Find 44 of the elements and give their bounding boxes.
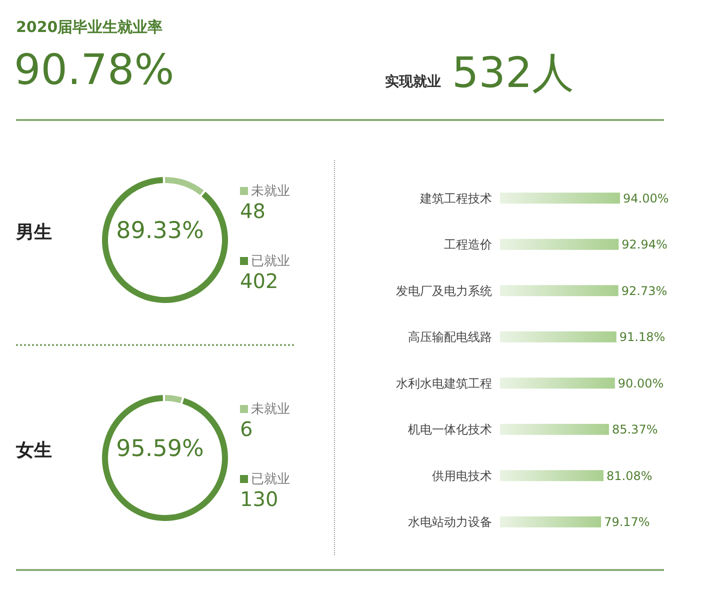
legend-label: 未就业 bbox=[251, 183, 290, 200]
y-tick-label: 机电一体化技术 bbox=[408, 422, 492, 437]
text: 532人 bbox=[452, 47, 574, 99]
text: 95.59% bbox=[115, 436, 205, 462]
bar bbox=[500, 331, 616, 342]
legend-label: 已就业 bbox=[251, 253, 290, 270]
bar bbox=[500, 470, 604, 482]
data-label: 92.73% bbox=[621, 284, 668, 298]
bar bbox=[500, 285, 618, 296]
data-label: 402 bbox=[240, 269, 280, 293]
data-label: 91.18% bbox=[619, 330, 666, 344]
data-label: 79.17% bbox=[604, 515, 650, 530]
y-tick-label: 高压输配电线路 bbox=[408, 330, 492, 344]
y-tick-label: 水电站动力设备 bbox=[408, 515, 492, 530]
bar bbox=[500, 424, 609, 435]
text: 女生 bbox=[16, 439, 52, 462]
data-label: 6 bbox=[240, 417, 254, 441]
text: 实现就业 bbox=[385, 73, 441, 91]
donut-slice bbox=[102, 177, 228, 303]
legend-label: 已就业 bbox=[251, 471, 290, 488]
donut-slice bbox=[102, 395, 228, 521]
data-label: 81.08% bbox=[606, 468, 652, 483]
donut-slice bbox=[165, 395, 182, 404]
y-tick-label: 建筑工程技术 bbox=[419, 191, 492, 206]
y-tick-label: 发电厂及电力系统 bbox=[396, 284, 492, 298]
bar bbox=[500, 192, 620, 204]
y-tick-label: 工程造价 bbox=[444, 238, 492, 252]
y-tick-label: 水利水电建筑工程 bbox=[396, 376, 492, 390]
text: 2020届毕业生就业率 bbox=[16, 18, 163, 37]
text: 89.33% bbox=[115, 218, 205, 244]
data-label: 90.00% bbox=[618, 376, 664, 390]
text: 男生 bbox=[16, 221, 52, 244]
bar bbox=[500, 378, 615, 389]
data-label: 48 bbox=[240, 199, 266, 223]
bar bbox=[500, 516, 602, 528]
data-label: 85.37% bbox=[612, 422, 658, 437]
data-label: 130 bbox=[240, 487, 280, 511]
legend-label: 未就业 bbox=[251, 401, 290, 418]
data-label: 92.94% bbox=[622, 238, 668, 252]
y-tick-label: 供用电技术 bbox=[432, 468, 492, 483]
text: 90.78% bbox=[14, 45, 174, 94]
donut-slice bbox=[165, 177, 204, 196]
bar bbox=[500, 238, 619, 250]
data-label: 94.00% bbox=[623, 191, 669, 206]
